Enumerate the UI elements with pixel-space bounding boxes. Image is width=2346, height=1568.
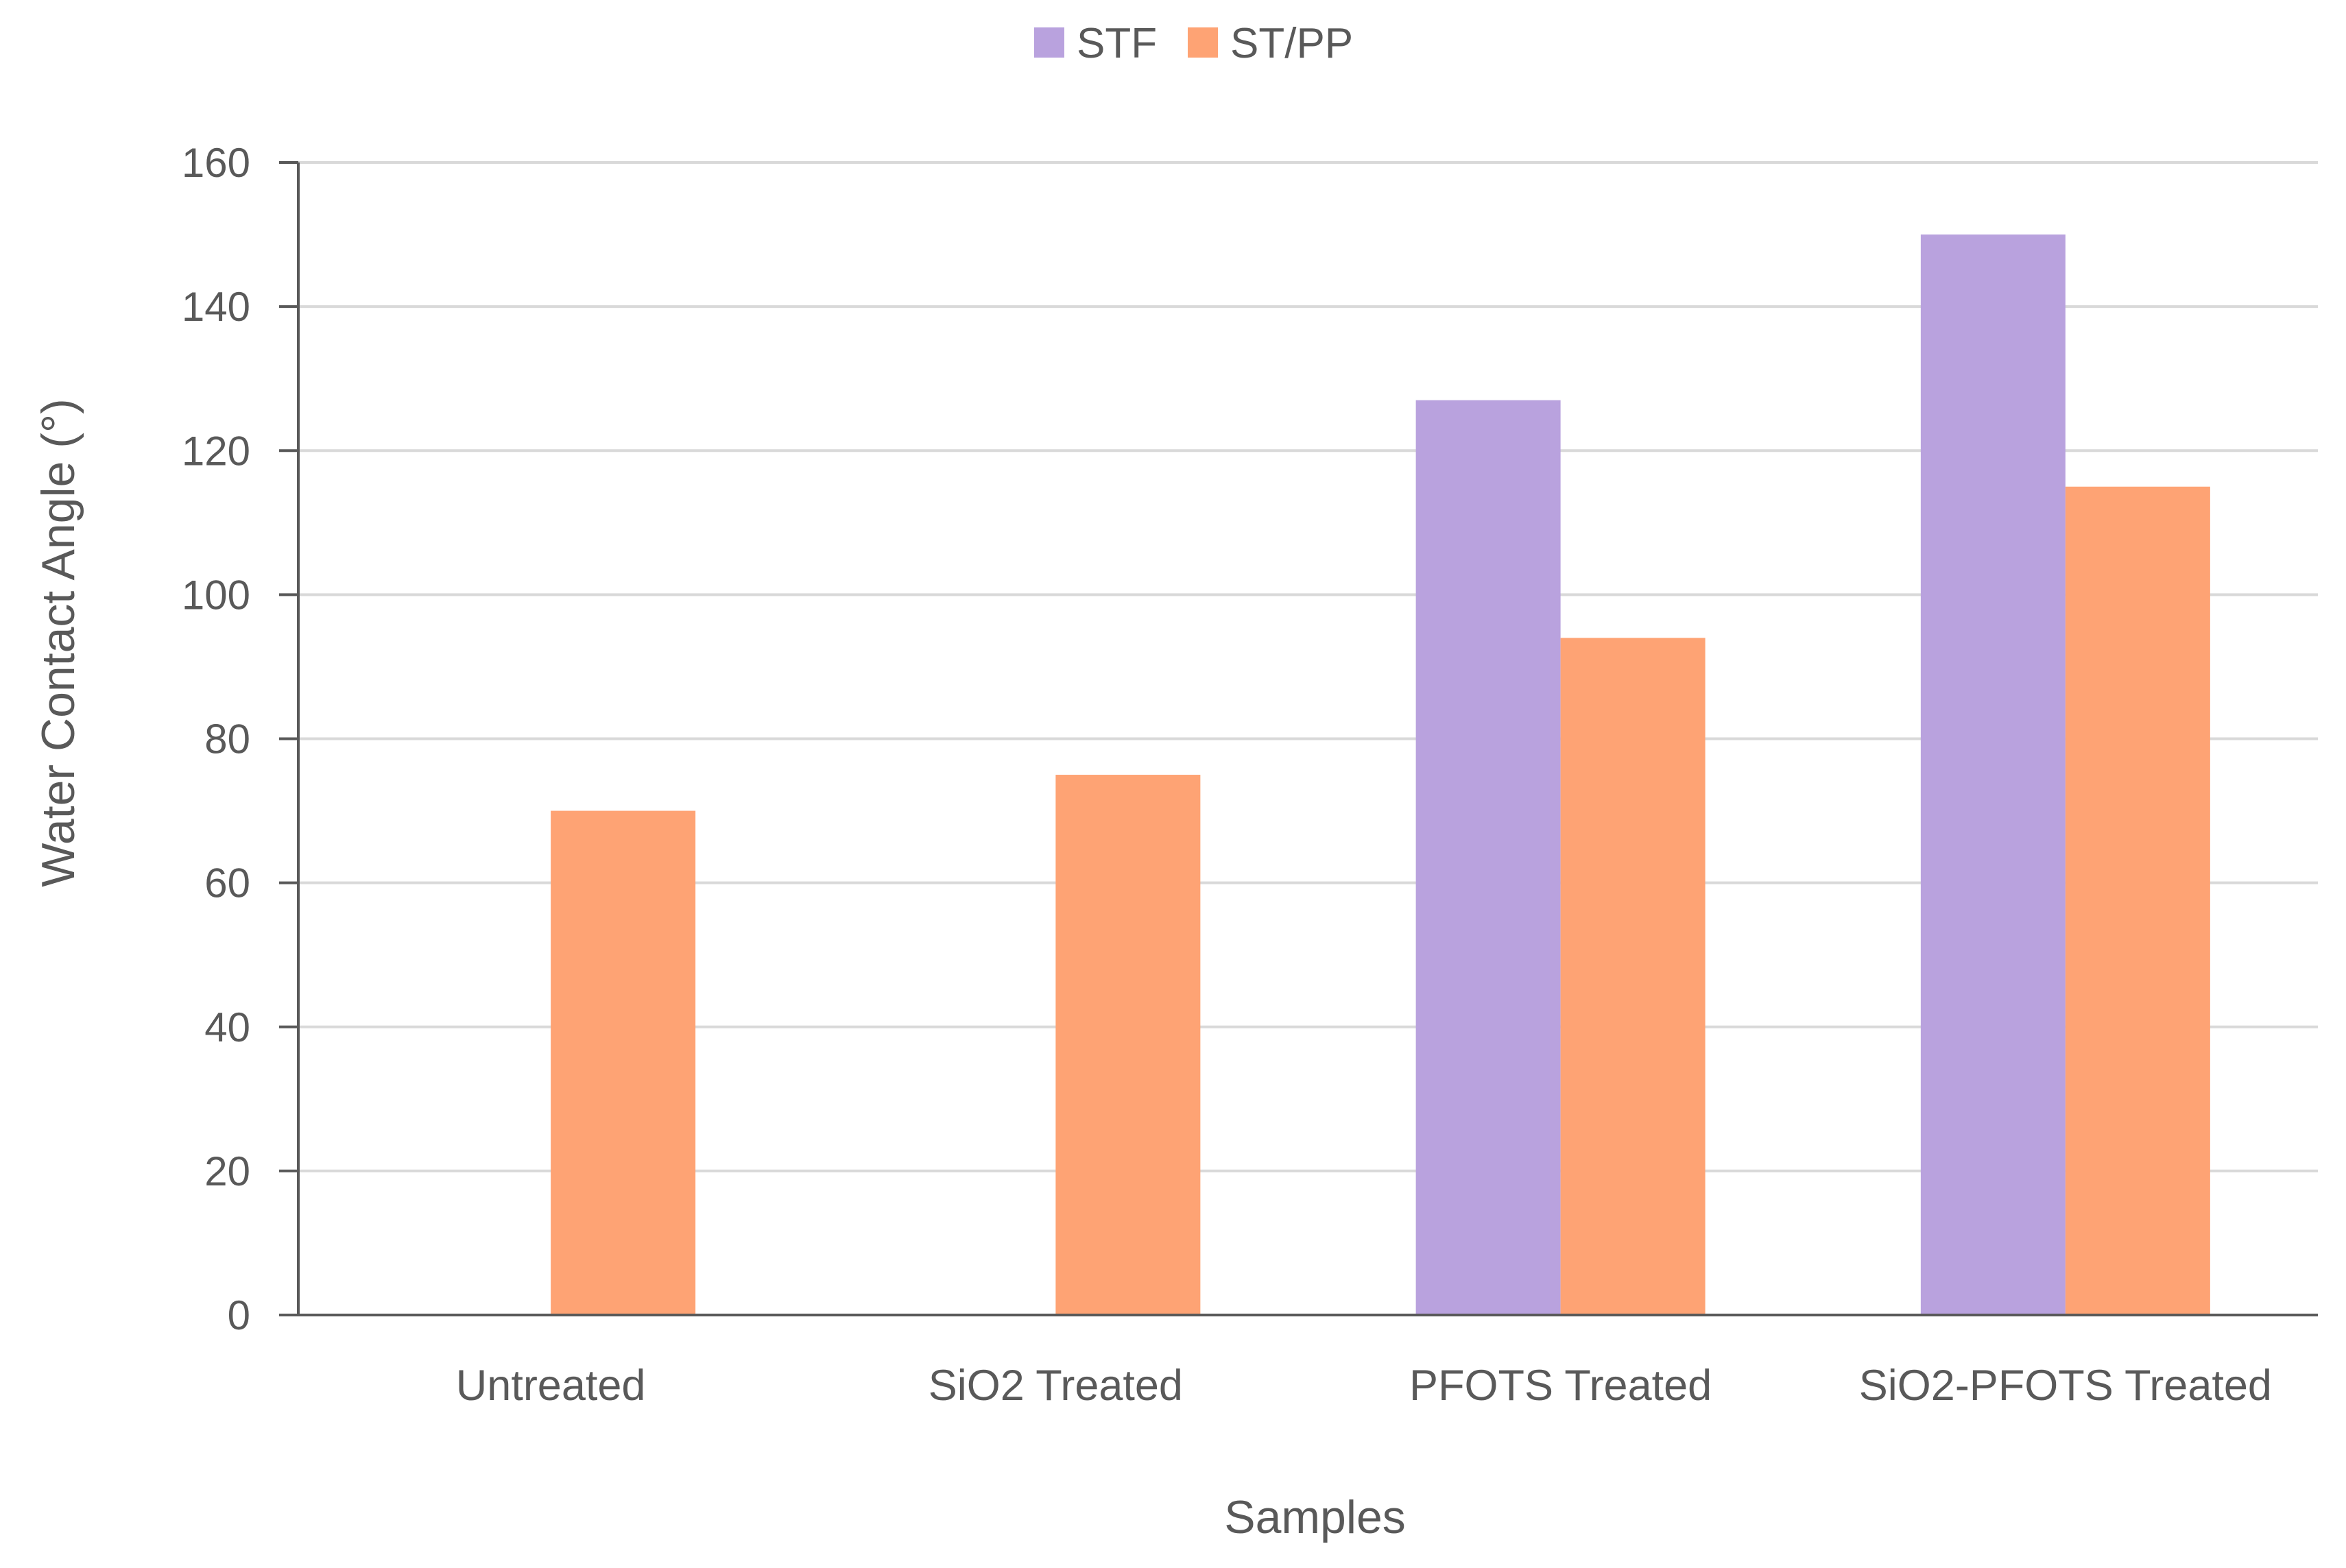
bars (551, 234, 2210, 1315)
legend-label: ST/PP (1230, 20, 1353, 67)
y-tick-label: 40 (204, 1004, 250, 1050)
bar-st-pp-0[interactable] (551, 810, 696, 1315)
bar-stf-2[interactable] (1415, 400, 1561, 1315)
y-tick-label: 100 (182, 572, 250, 618)
x-category-label: PFOTS Treated (1409, 1362, 1712, 1410)
bar-st-pp-2[interactable] (1560, 638, 1705, 1315)
y-tick-label: 60 (204, 860, 250, 906)
bar-stf-3[interactable] (1920, 234, 2066, 1315)
y-tick-label: 80 (204, 716, 250, 762)
y-tick-label: 0 (228, 1292, 250, 1338)
legend-swatch (1188, 27, 1218, 58)
legend[interactable]: STF ST/PP (1034, 20, 1353, 67)
x-category-label: Untreated (456, 1362, 646, 1410)
bar-st-pp-3[interactable] (2065, 486, 2210, 1315)
y-axis-title: Water Contact Angle (°) (32, 398, 84, 887)
legend-label: STF (1077, 20, 1157, 67)
y-tick-labels: 0 20 40 60 80 100 120 140 160 (182, 140, 250, 1338)
y-tick-label: 120 (182, 428, 250, 474)
y-tick-label: 160 (182, 140, 250, 186)
x-category-label: SiO2-PFOTS Treated (1859, 1362, 2272, 1410)
x-axis-title: Samples (1224, 1491, 1406, 1543)
bar-st-pp-1[interactable] (1055, 775, 1201, 1315)
x-category-labels: Untreated SiO2 Treated PFOTS Treated SiO2-P… (456, 1362, 2272, 1410)
y-tick-label: 20 (204, 1148, 250, 1194)
x-category-label: SiO2 Treated (929, 1362, 1183, 1410)
y-tick-label: 140 (182, 284, 250, 330)
axes (297, 162, 2318, 1316)
legend-item-st-pp[interactable]: ST/PP (1188, 20, 1353, 67)
legend-swatch (1034, 27, 1064, 58)
legend-item-stf[interactable]: STF (1034, 20, 1157, 67)
